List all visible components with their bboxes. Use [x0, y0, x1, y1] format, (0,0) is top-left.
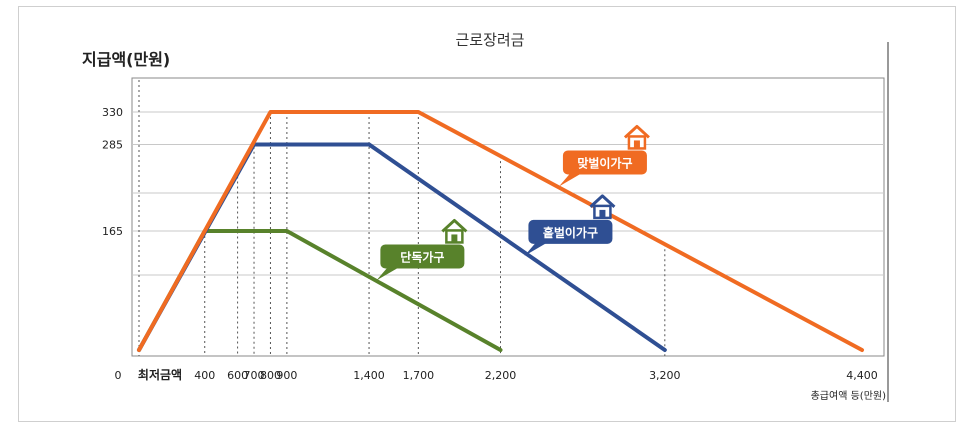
x-tick-label: 900	[276, 369, 297, 382]
house-icon	[441, 218, 468, 244]
house-door	[451, 234, 458, 243]
y-tick-label: 330	[102, 106, 123, 119]
chart-frame	[18, 6, 956, 422]
origin-label: 0	[115, 369, 122, 382]
house-door	[633, 140, 640, 149]
legend-label: 홑벌이가구	[543, 225, 598, 240]
badge-box	[562, 150, 647, 175]
badge-box	[528, 219, 613, 244]
y-axis-label: 지급액(만원)	[82, 50, 170, 69]
min-wage-label: 최저금액	[138, 367, 182, 382]
x-tick-label: 800	[260, 369, 281, 382]
badge-pointer	[524, 241, 549, 256]
series-line	[137, 110, 864, 352]
chart-title: 근로장려금	[455, 31, 524, 49]
legend-badge: 단독가구	[376, 218, 468, 281]
house-door	[599, 209, 606, 218]
x-tick-label: 4,400	[846, 369, 878, 382]
legend-badge: 맞벌이가구	[558, 124, 650, 187]
legend-badge: 홑벌이가구	[524, 194, 616, 256]
house-icon	[623, 124, 650, 150]
plot-area	[131, 77, 885, 357]
y-tick-label: 285	[102, 138, 123, 151]
x-tick-label: 700	[244, 369, 265, 382]
house-icon	[589, 194, 616, 220]
house-roof	[589, 194, 616, 208]
badge-pointer	[376, 266, 401, 281]
x-tick-label: 600	[227, 369, 248, 382]
legend-label: 맞벌이가구	[577, 155, 632, 170]
house-roof	[623, 124, 650, 139]
badge-box	[380, 244, 465, 269]
house-roof	[441, 218, 468, 233]
x-tick-label: 1,700	[403, 369, 435, 382]
x-tick-label: 3,200	[649, 369, 681, 382]
legend-label: 단독가구	[400, 249, 444, 264]
badge-pointer	[558, 172, 583, 187]
y-tick-label: 165	[102, 225, 123, 238]
x-tick-label: 400	[194, 369, 215, 382]
x-axis-label: 총급여액 등(만원)	[811, 390, 886, 402]
x-tick-label: 1,400	[353, 369, 385, 382]
x-tick-label: 2,200	[485, 369, 517, 382]
